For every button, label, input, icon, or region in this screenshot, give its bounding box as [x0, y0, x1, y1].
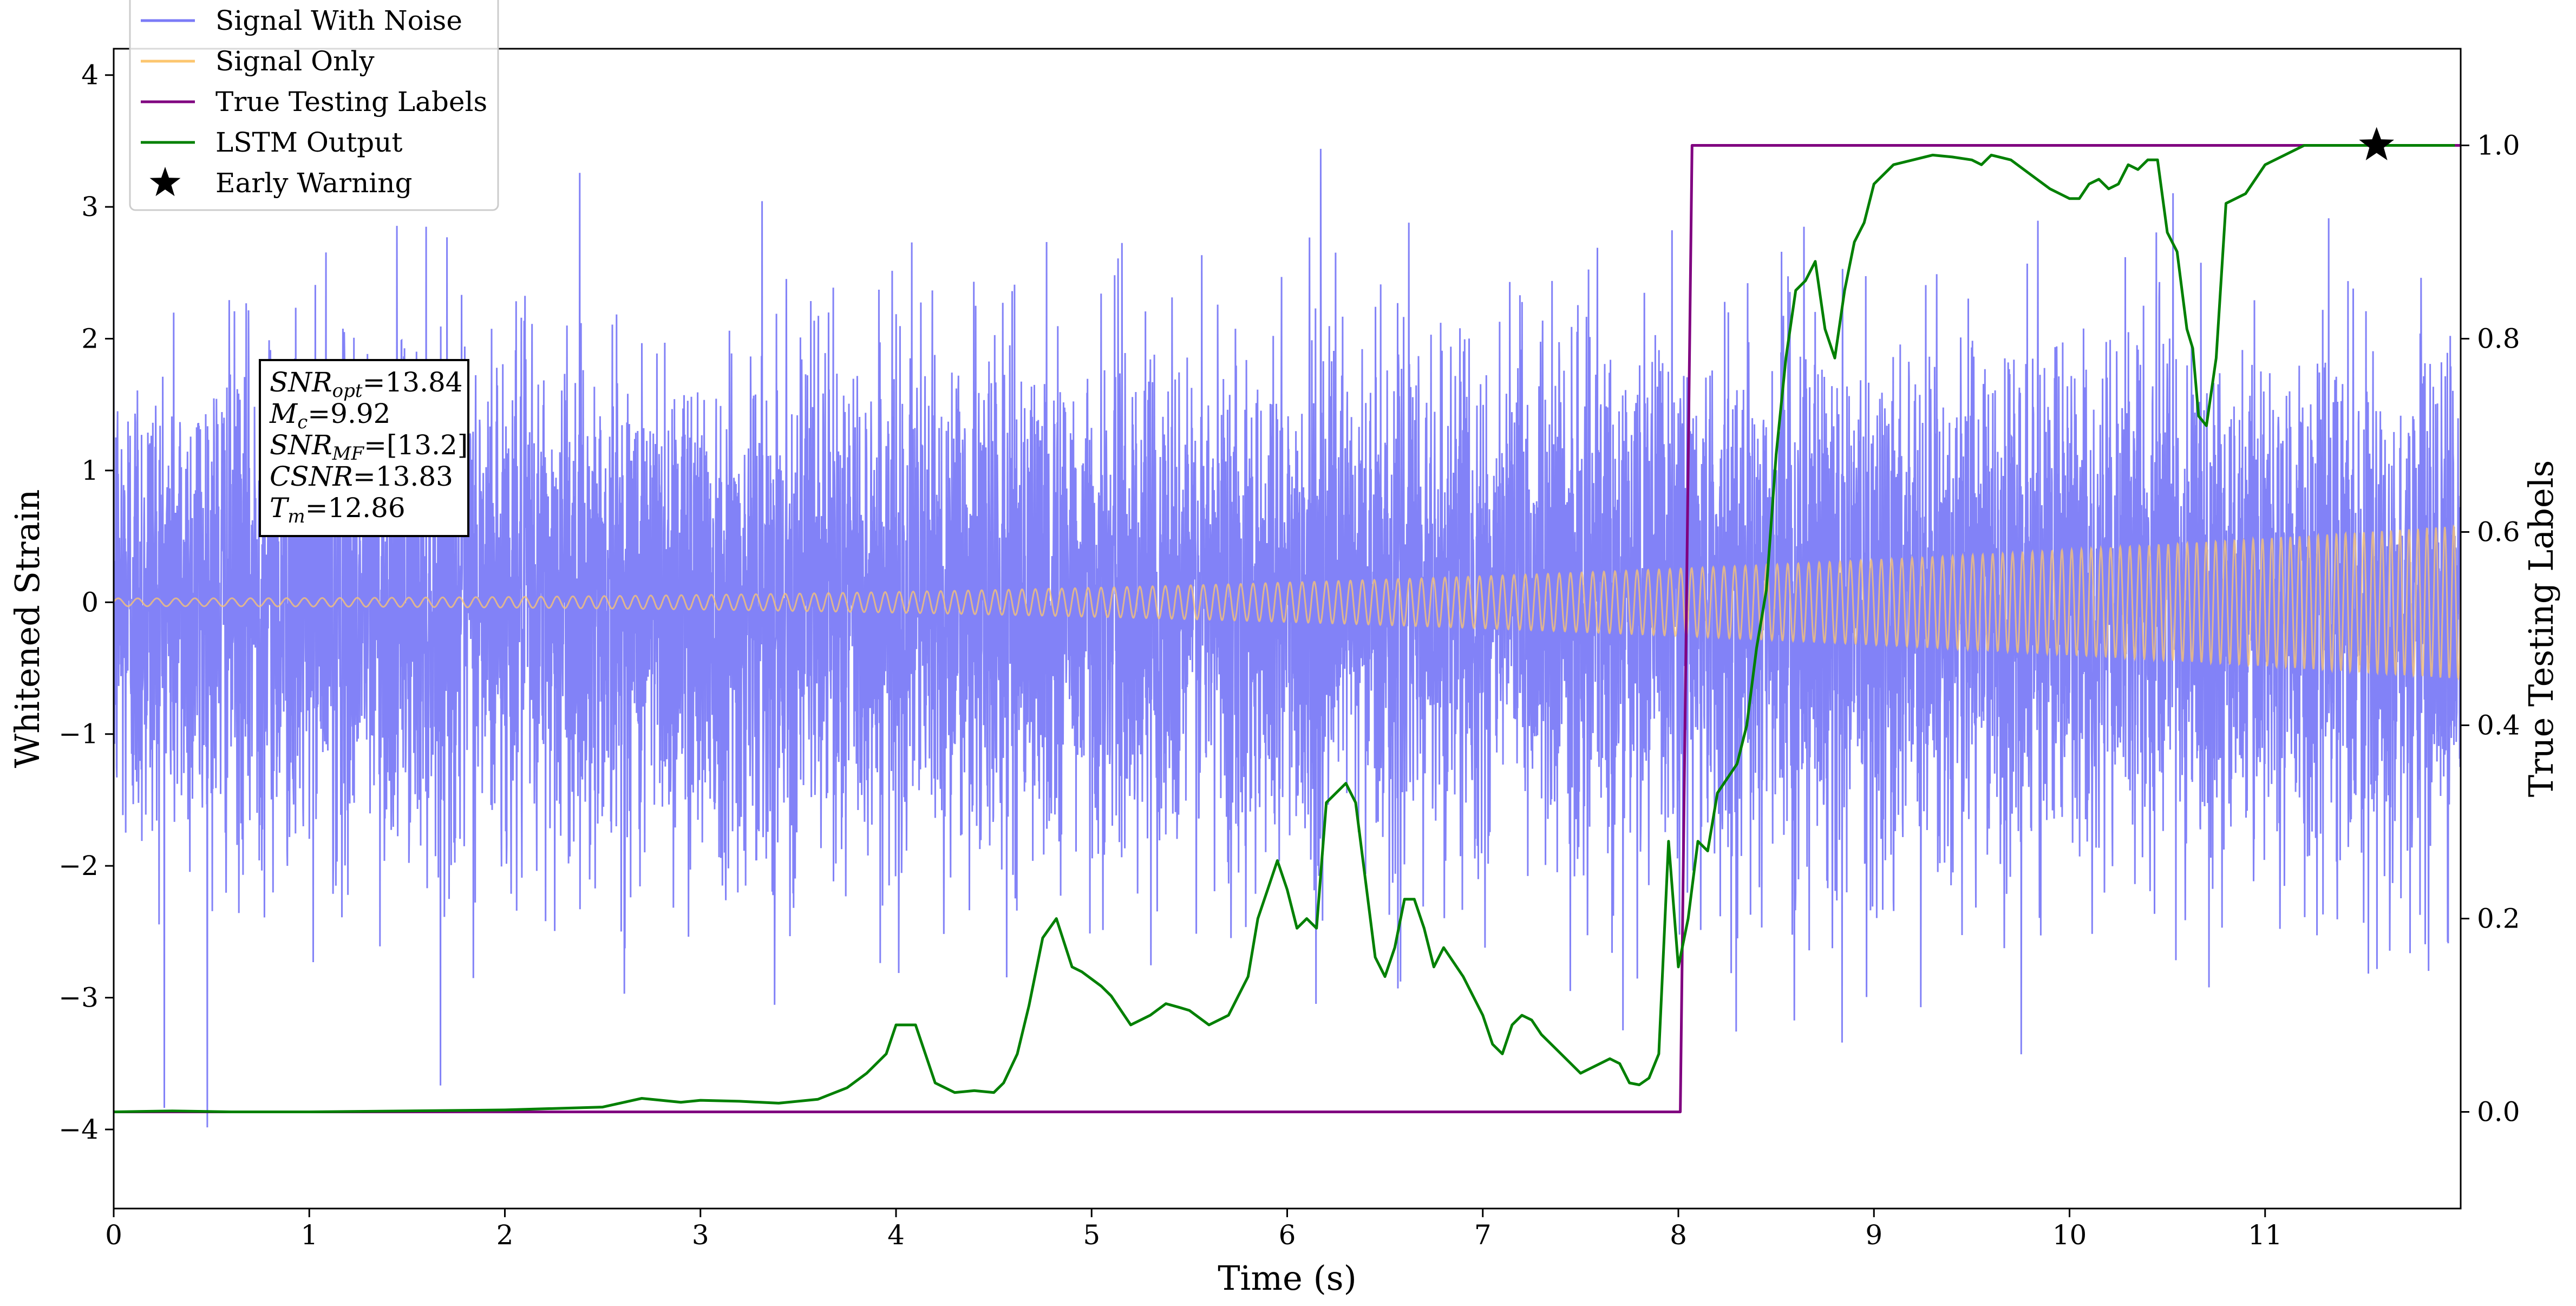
x-tick-label: 3	[692, 1219, 709, 1251]
legend-label-lstm-output: LSTM Output	[215, 127, 402, 158]
series-signal-with-noise	[114, 148, 2461, 1128]
y-left-tick-label: 3	[81, 191, 99, 223]
series-true-testing-labels	[114, 144, 2461, 1113]
y-left-tick-label: −1	[58, 719, 99, 750]
annotation-line: Mc=9.92	[269, 398, 390, 433]
annotation-line: SNRopt=13.84	[270, 367, 463, 402]
series-signal-only	[114, 524, 2461, 681]
legend-marker-early-warning	[149, 167, 181, 197]
y-left-tick-label: −2	[58, 850, 99, 881]
y-right-tick-label: 0.2	[2477, 903, 2520, 935]
y-right-tick-label: 0.8	[2477, 323, 2520, 355]
y-right-tick-label: 0.6	[2477, 517, 2520, 548]
x-axis-label: Time (s)	[1218, 1258, 1357, 1298]
annotation-frame	[259, 359, 469, 537]
y-left-tick-label: 4	[81, 60, 99, 91]
early-warning-star-marker	[2359, 127, 2394, 160]
x-tick-label: 7	[1474, 1219, 1492, 1251]
annotation-line: Tm=12.86	[270, 492, 406, 527]
y-axis-left: −4 −3 −2 −1 0 1 2 3 4	[58, 60, 114, 1145]
legend: Signal With Noise Signal Only True Testing…	[129, 0, 499, 211]
x-tick-label: 0	[105, 1219, 122, 1251]
x-tick-label: 4	[887, 1219, 905, 1251]
legend-label-true-testing-labels: True Testing Labels	[215, 86, 487, 117]
x-tick-label: 1	[300, 1219, 318, 1251]
y-left-tick-label: −3	[58, 982, 99, 1014]
x-tick-label: 6	[1279, 1219, 1296, 1251]
annotation-line: CSNR=13.83	[270, 461, 453, 492]
plot-area	[114, 127, 2461, 1128]
y-right-tick-label: 0.0	[2477, 1096, 2520, 1128]
x-tick-label: 8	[1670, 1219, 1687, 1251]
y-right-tick-label: 0.4	[2477, 710, 2520, 741]
x-tick-label: 9	[1865, 1219, 1882, 1251]
legend-label-signal-only: Signal Only	[215, 45, 375, 77]
y-left-tick-label: 2	[81, 323, 99, 355]
annotation-line: SNRMF=[13.2]	[270, 429, 468, 465]
y-right-tick-label: 1.0	[2477, 130, 2520, 161]
legend-frame	[129, 0, 499, 211]
y-axis-left-label: Whitened Strain	[8, 489, 47, 768]
x-axis: 0 1 2 3 4 5 6 7 8 9 10 11	[105, 1209, 2283, 1251]
snr-annotation-box: SNRopt=13.84Mc=9.92SNRMF=[13.2]CSNR=13.8…	[259, 359, 469, 537]
legend-label-signal-with-noise: Signal With Noise	[215, 5, 462, 36]
y-axis-right: 0.0 0.2 0.4 0.6 0.8 1.0	[2461, 130, 2520, 1128]
y-left-tick-label: 1	[81, 455, 99, 486]
x-tick-label: 5	[1083, 1219, 1100, 1251]
x-tick-label: 11	[2248, 1219, 2283, 1251]
legend-label-early-warning: Early Warning	[215, 167, 413, 199]
x-tick-label: 2	[496, 1219, 514, 1251]
y-axis-right-label: True Testing Labels	[2521, 460, 2561, 798]
y-left-tick-label: −4	[58, 1114, 99, 1145]
series-lstm-output	[114, 144, 2455, 1113]
x-tick-label: 10	[2052, 1219, 2087, 1251]
y-left-tick-label: 0	[81, 586, 99, 618]
